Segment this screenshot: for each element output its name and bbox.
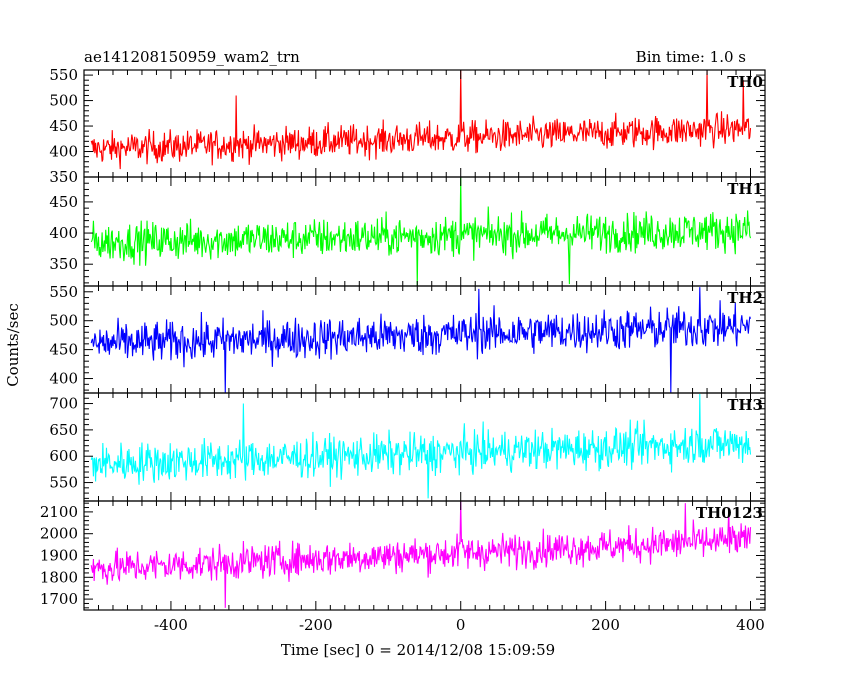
y-tick-label: 500	[49, 312, 78, 330]
panel-th1: 350 400 450 TH1	[49, 176, 766, 287]
x-tick-label: 0	[456, 616, 466, 634]
x-axis-label: Time [sec] 0 = 2014/12/08 15:09:59	[281, 641, 555, 659]
y-tick-label: 450	[49, 193, 78, 211]
panel-label-th1: TH1	[727, 180, 763, 198]
y-tick-label: 400	[49, 143, 78, 161]
bin-time-label: Bin time: 1.0 s	[636, 48, 746, 66]
y-tick-label: 450	[49, 117, 78, 135]
series-line-th0123	[90, 500, 752, 608]
panel-label-th0123: TH0123	[696, 504, 763, 522]
panel-th2: 400 450 500 550 TH2	[49, 283, 766, 394]
y-tick-label: 650	[49, 421, 78, 439]
y-tick-label: 350	[49, 255, 78, 273]
y-tick-label: 1900	[40, 547, 78, 565]
y-tick-label: 400	[49, 224, 78, 242]
y-tick-label: 600	[49, 447, 78, 465]
figure-title: ae141208150959_wam2_trn	[84, 48, 300, 66]
y-tick-label: 550	[49, 474, 78, 492]
y-tick-label: 700	[49, 395, 78, 413]
x-tick-label: 200	[591, 616, 620, 634]
x-tick-label: 400	[736, 616, 765, 634]
y-tick-label: 400	[49, 370, 78, 388]
panel-label-th0: TH0	[727, 73, 763, 91]
series-line-th0	[90, 69, 752, 170]
panels-group: 350 400 450 500 550 TH0 350 400 450 TH1 400 450 500 5…	[40, 66, 766, 634]
panel-label-th2: TH2	[727, 289, 763, 307]
y-tick-label: 1800	[40, 568, 78, 586]
y-tick-label: 450	[49, 341, 78, 359]
y-tick-label: 2100	[40, 503, 78, 521]
x-tick-label: -200	[299, 616, 333, 634]
series-line-th1	[90, 176, 752, 287]
series-line-th2	[90, 287, 752, 394]
y-tick-label: 550	[49, 283, 78, 301]
y-axis-label: Counts/sec	[4, 303, 22, 387]
panel-label-th3: TH3	[727, 396, 763, 414]
panel-th3: 550 600 650 700 TH3	[49, 392, 766, 502]
y-tick-label: 1700	[40, 590, 78, 608]
y-tick-label: 550	[49, 66, 78, 84]
y-tick-label: 500	[49, 92, 78, 110]
panel-th0: 350 400 450 500 550 TH0	[49, 66, 766, 186]
panel-th0123: 1700 1800 1900 2000 2100 TH0123	[40, 500, 766, 611]
x-tick-label: -400	[154, 616, 188, 634]
series-line-th3	[90, 394, 752, 499]
panel-frame	[83, 69, 766, 178]
y-tick-label: 350	[49, 168, 78, 186]
y-tick-label: 2000	[40, 525, 78, 543]
